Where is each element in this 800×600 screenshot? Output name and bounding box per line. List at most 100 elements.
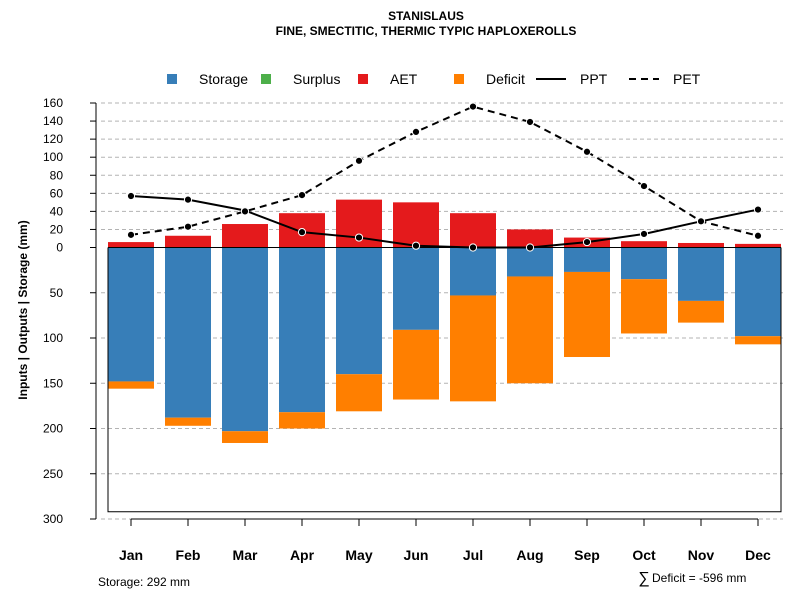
aet-bar [735, 243, 781, 248]
deficit-bar [678, 300, 724, 323]
ppt-line-point [183, 195, 193, 204]
storage-bar [735, 247, 781, 337]
storage-bar [336, 247, 382, 375]
chart-subtitle: FINE, SMECTITIC, THERMIC TYPIC HAPLOXERO… [276, 24, 577, 38]
storage-bar [507, 247, 553, 277]
deficit-bar [279, 412, 325, 429]
pet-line-point [183, 222, 193, 231]
x-tick-label: Mar [233, 547, 258, 563]
y-axis-label: Inputs | Outputs | Storage (mm) [16, 220, 30, 399]
ppt-line-point [582, 237, 592, 247]
deficit-bar [108, 381, 154, 389]
y-tick-label: 150 [43, 376, 63, 390]
storage-capacity-box [107, 247, 782, 513]
y-tick-label: 250 [43, 467, 63, 481]
pet-line-point [297, 191, 307, 200]
aet-bar [621, 241, 667, 248]
aet-bar [450, 213, 496, 248]
deficit-bar [564, 271, 610, 358]
legend-label: PET [673, 71, 701, 87]
y-tick-label: 160 [43, 96, 63, 110]
y-tick-label: 40 [50, 204, 64, 218]
y-tick-label: 20 [50, 222, 64, 236]
y-tick-label: 60 [50, 186, 64, 200]
pet-line-point [354, 156, 364, 165]
storage-bar [564, 247, 610, 272]
pet-line-point [411, 127, 421, 136]
y-tick-label: 0 [56, 241, 63, 255]
y-tick-label: 200 [43, 422, 63, 436]
ppt-line [130, 195, 759, 249]
legend-label: AET [390, 71, 418, 87]
pet-line-point [240, 207, 250, 216]
ppt-line-point [354, 233, 364, 242]
ppt-line-point [411, 241, 421, 250]
storage-bar [393, 247, 439, 330]
y-tick-label: 300 [43, 512, 63, 526]
legend: Storage Surplus AET Deficit PPT PET [167, 71, 701, 87]
storage-bar [450, 247, 496, 296]
pet-line [130, 105, 759, 237]
line-series [126, 102, 763, 252]
chart-title: STANISLAUS [388, 9, 464, 23]
storage-bar [165, 247, 211, 418]
ppt-line-point [468, 243, 478, 252]
legend-swatch [167, 74, 177, 84]
aet-bar [165, 235, 211, 248]
ppt-line-point [639, 229, 649, 239]
x-tick-label: May [345, 547, 372, 563]
x-tick-label: Feb [176, 547, 201, 563]
legend-swatch [454, 74, 464, 84]
x-tick-label: Apr [290, 547, 315, 563]
pet-line-point [126, 230, 136, 239]
pet-line-point [582, 147, 592, 156]
legend-swatch [358, 74, 368, 84]
x-tick-label: Sep [574, 547, 600, 563]
x-tick-label: Oct [632, 547, 656, 563]
pet-line-point [525, 117, 535, 127]
aet-bar [678, 242, 724, 248]
y-tick-label: 50 [50, 286, 64, 300]
storage-bar [222, 247, 268, 432]
pet-line-point [696, 217, 706, 226]
x-tick-label: Jun [404, 547, 429, 563]
legend-label: Deficit [486, 71, 525, 87]
y-tick-label: 100 [43, 150, 63, 164]
bar-series [108, 199, 781, 443]
deficit-bar [336, 374, 382, 412]
legend-label: PPT [580, 71, 608, 87]
axes: 0 20 40 60 80 100 120 140 160 50 100 150 200 250 300 Ja… [43, 96, 771, 563]
legend-label: Storage [199, 71, 248, 87]
pet-line-point [753, 231, 763, 240]
deficit-bar [165, 417, 211, 426]
ppt-line-point [753, 205, 763, 214]
deficit-bar [621, 279, 667, 334]
deficit-bar [507, 276, 553, 384]
storage-bar [279, 247, 325, 413]
storage-bar [621, 247, 667, 280]
legend-label: Surplus [293, 71, 340, 87]
deficit-bar [222, 431, 268, 443]
aet-bar [108, 242, 154, 248]
storage-bar [678, 247, 724, 301]
x-tick-label: Nov [688, 547, 715, 563]
y-tick-label: 100 [43, 331, 63, 345]
footer-deficit-symbol: ∑ [638, 570, 649, 587]
ppt-line-point [525, 243, 535, 252]
footer-deficit: Deficit = -596 mm [652, 571, 746, 585]
y-tick-label: 80 [50, 168, 64, 182]
deficit-bar [393, 329, 439, 400]
x-tick-label: Aug [516, 547, 543, 563]
legend-swatch [261, 74, 271, 84]
y-tick-label: 140 [43, 114, 63, 128]
pet-line-point [639, 181, 649, 191]
x-tick-label: Jan [119, 547, 143, 563]
deficit-bar [450, 295, 496, 402]
x-tick-label: Jul [463, 547, 483, 563]
ppt-line-point [297, 228, 307, 237]
aet-bar [222, 224, 268, 248]
aet-bar [507, 229, 553, 248]
storage-bar [108, 247, 154, 382]
ppt-line-point [126, 191, 136, 201]
